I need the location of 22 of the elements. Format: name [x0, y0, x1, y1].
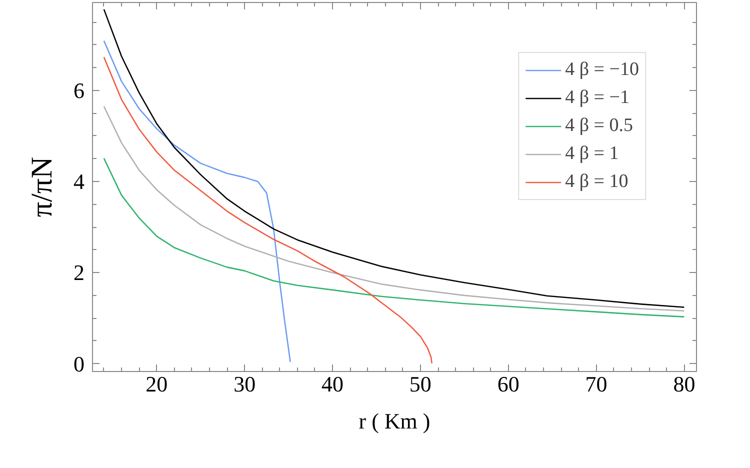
line-series	[103, 40, 291, 363]
x-tick-label: 30	[234, 372, 256, 396]
y-tick-label: 4	[74, 169, 84, 194]
legend-label: 4 β = 10	[565, 171, 628, 193]
legend-label: 4 β = 1	[565, 143, 619, 165]
line-series	[103, 56, 433, 364]
y-tick-label: 2	[74, 260, 84, 286]
x-tick-label: 60	[497, 372, 520, 396]
y-tick-label: 0	[74, 351, 84, 376]
x-tick-label: 40	[322, 372, 344, 396]
legend-label: 4 β = −1	[565, 87, 630, 109]
x-axis-title: r ( Km )	[358, 408, 430, 434]
line-series	[103, 106, 685, 312]
legend-label: 4 β = 0.5	[565, 115, 634, 137]
y-axis-title: π/πN	[26, 156, 58, 218]
x-tick-label: 50	[409, 372, 432, 396]
line-series	[103, 8, 685, 308]
x-tick-label: 80	[673, 372, 696, 396]
y-tick-label: 6	[74, 78, 84, 103]
x-tick-label: 70	[585, 372, 608, 396]
x-tick-label: 20	[146, 372, 168, 396]
legend-label: 4 β = −10	[565, 59, 639, 81]
